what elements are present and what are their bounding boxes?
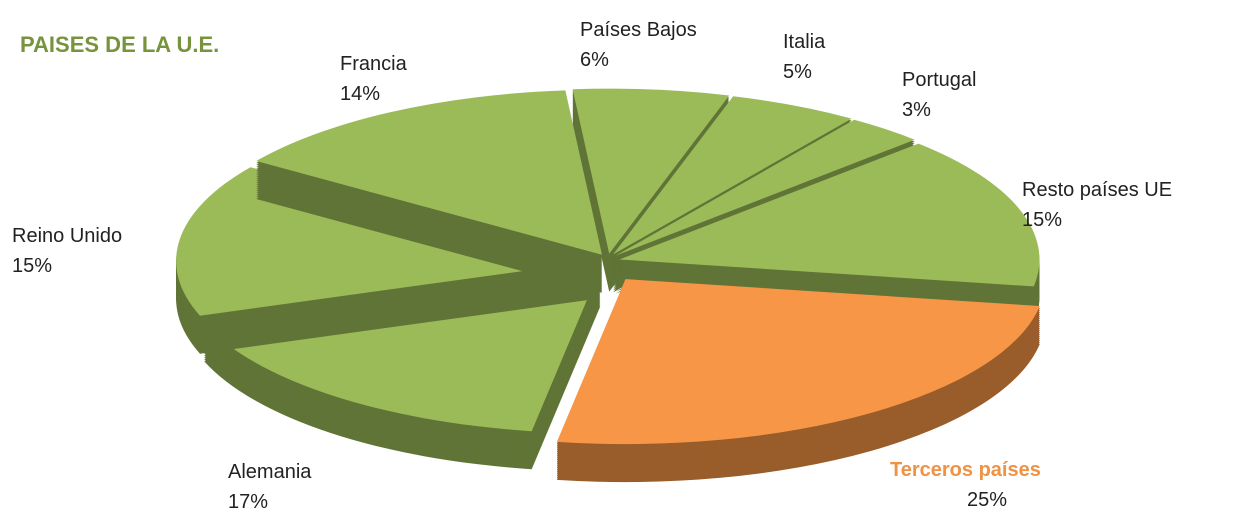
chart-title: PAISES DE LA U.E.	[20, 32, 219, 57]
slice-value-label: 14%	[340, 83, 380, 105]
slice-top	[613, 96, 852, 255]
slice-label: Portugal	[902, 69, 977, 91]
slice-top	[619, 143, 1040, 287]
slice-label: Alemania	[228, 461, 312, 483]
slice	[256, 90, 602, 293]
slice-top	[615, 119, 915, 256]
slice	[176, 167, 597, 354]
slice-top	[256, 90, 602, 255]
slice-top	[572, 88, 730, 254]
slice	[556, 279, 1040, 483]
slice	[619, 143, 1040, 325]
slice-label: Reino Unido	[12, 225, 122, 247]
slice-value-label: 6%	[580, 49, 609, 71]
slice-value-label: 3%	[902, 99, 931, 121]
slice-label: Terceros países	[890, 459, 1041, 481]
slice-top	[556, 279, 1040, 445]
slice-label: Resto países UE	[1022, 179, 1172, 201]
slice-label: Países Bajos	[580, 19, 697, 41]
slice-value-label: 15%	[12, 255, 52, 277]
slice-value-label: 15%	[1022, 209, 1062, 231]
slice-value-label: 25%	[967, 489, 1007, 511]
slice-value-label: 17%	[228, 491, 268, 513]
slice	[204, 268, 601, 470]
slice-label: Francia	[340, 53, 408, 75]
slice	[572, 88, 730, 292]
slice-label: Italia	[783, 31, 826, 53]
slice-value-label: 5%	[783, 61, 812, 83]
